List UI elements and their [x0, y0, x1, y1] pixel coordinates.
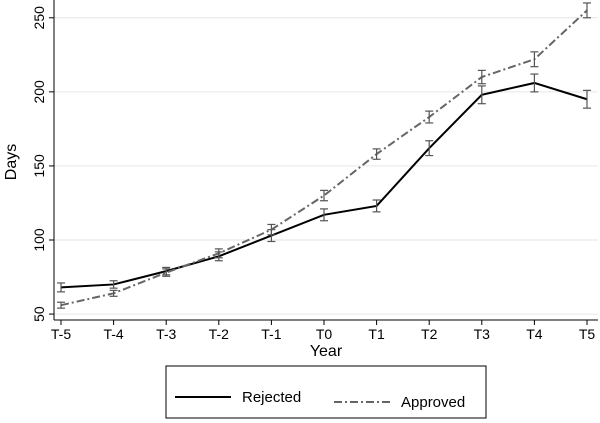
x-tick-label: T-1	[261, 326, 281, 342]
x-tick-label: T-2	[209, 326, 229, 342]
series-rejected	[57, 73, 591, 293]
x-tick-label: T0	[316, 326, 333, 342]
y-axis: 50 100 150 200 250	[31, 0, 55, 322]
x-tick-label: T1	[368, 326, 385, 342]
y-tick-label: 250	[31, 6, 47, 30]
x-axis-title: Year	[310, 343, 343, 360]
y-tick-label: 200	[31, 80, 47, 104]
series-approved	[57, 2, 591, 309]
legend-label-approved: Approved	[401, 394, 465, 411]
y-tick-label: 50	[31, 306, 47, 322]
legend: Rejected Approved	[165, 365, 487, 419]
x-tick-label: T5	[579, 326, 596, 342]
grid-lines	[54, 17, 598, 315]
y-axis-title: Days	[3, 144, 20, 180]
y-tick-label: 100	[31, 228, 47, 252]
x-tick-label: T2	[421, 326, 438, 342]
series-line	[60, 81, 588, 289]
y-tick-label: 150	[31, 154, 47, 178]
x-tick-label: T-4	[103, 326, 123, 342]
x-tick-label: T-3	[156, 326, 176, 342]
plot-series	[57, 2, 591, 309]
legend-box	[165, 365, 487, 419]
x-tick-label: T4	[526, 326, 543, 342]
x-axis: T-5 T-4 T-3 T-2 T-1 T0 T1 T2 T3 T4 T5	[51, 319, 598, 342]
series-line	[60, 9, 588, 307]
x-tick-label: T-5	[51, 326, 71, 342]
x-tick-label: T3	[474, 326, 491, 342]
legend-label-rejected: Rejected	[242, 389, 301, 406]
